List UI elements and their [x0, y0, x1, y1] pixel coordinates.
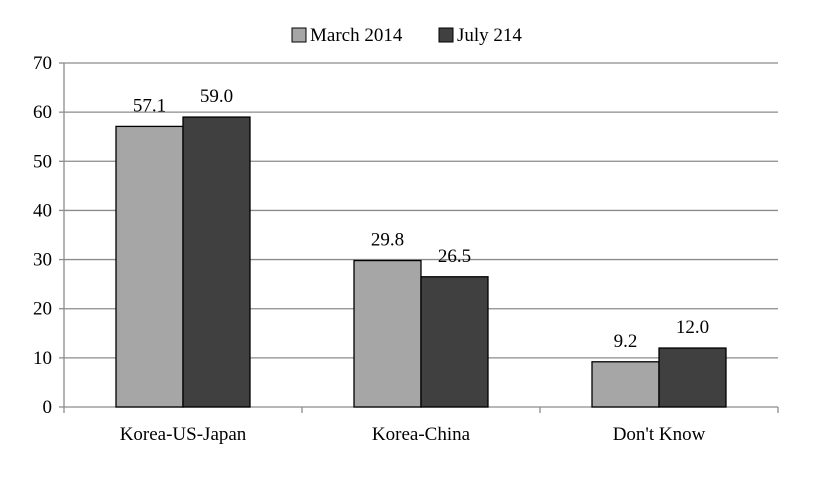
bar-korea-china-march-2014	[353, 259, 422, 408]
legend-swatch-july-214	[438, 27, 454, 43]
legend-swatch-march-2014	[291, 27, 307, 43]
x-tick-labels: Korea-US-Japan Korea-China Don't Know	[120, 424, 706, 445]
data-label-korea-china-july-214: 26.5	[438, 246, 471, 267]
bar-don-t-know-march-2014	[591, 361, 660, 408]
legend-label-july-214: July 214	[457, 25, 522, 46]
data-label-korea-us-japan-july-214: 59.0	[200, 86, 233, 107]
bar-korea-us-japan-july-214	[182, 116, 251, 408]
y-tick-label-0: 0	[43, 397, 53, 418]
bar-don-t-know-july-214	[658, 347, 727, 408]
y-tick-label-70: 70	[33, 53, 52, 74]
data-label-korea-china-march-2014: 29.8	[371, 230, 404, 251]
x-tick-label-korea-china: Korea-China	[372, 424, 471, 445]
data-label-korea-us-japan-march-2014: 57.1	[133, 95, 166, 116]
y-tick-label-50: 50	[33, 151, 52, 172]
bars	[115, 116, 727, 408]
x-tick-label-korea-us-japan: Korea-US-Japan	[120, 424, 247, 445]
data-label-don-t-know-july-214: 12.0	[676, 317, 709, 338]
y-tick-label-20: 20	[33, 299, 52, 320]
y-tick-label-40: 40	[33, 200, 52, 221]
bar-korea-us-japan-march-2014	[115, 125, 184, 408]
data-label-don-t-know-march-2014: 9.2	[614, 331, 638, 352]
y-tick-label-10: 10	[33, 348, 52, 369]
legend-label-march-2014: March 2014	[310, 25, 403, 46]
x-tick-label-don-t-know: Don't Know	[613, 424, 706, 445]
y-tick-labels: 0 10 20 30 40 50 60 70	[33, 53, 52, 418]
legend: March 2014 July 214	[291, 25, 522, 46]
y-tick-label-60: 60	[33, 102, 52, 123]
bar-korea-china-july-214	[420, 276, 489, 408]
y-tick-label-30: 30	[33, 250, 52, 271]
data-labels: 57.1 59.0 29.8 26.5 9.2 12.0	[133, 86, 709, 352]
